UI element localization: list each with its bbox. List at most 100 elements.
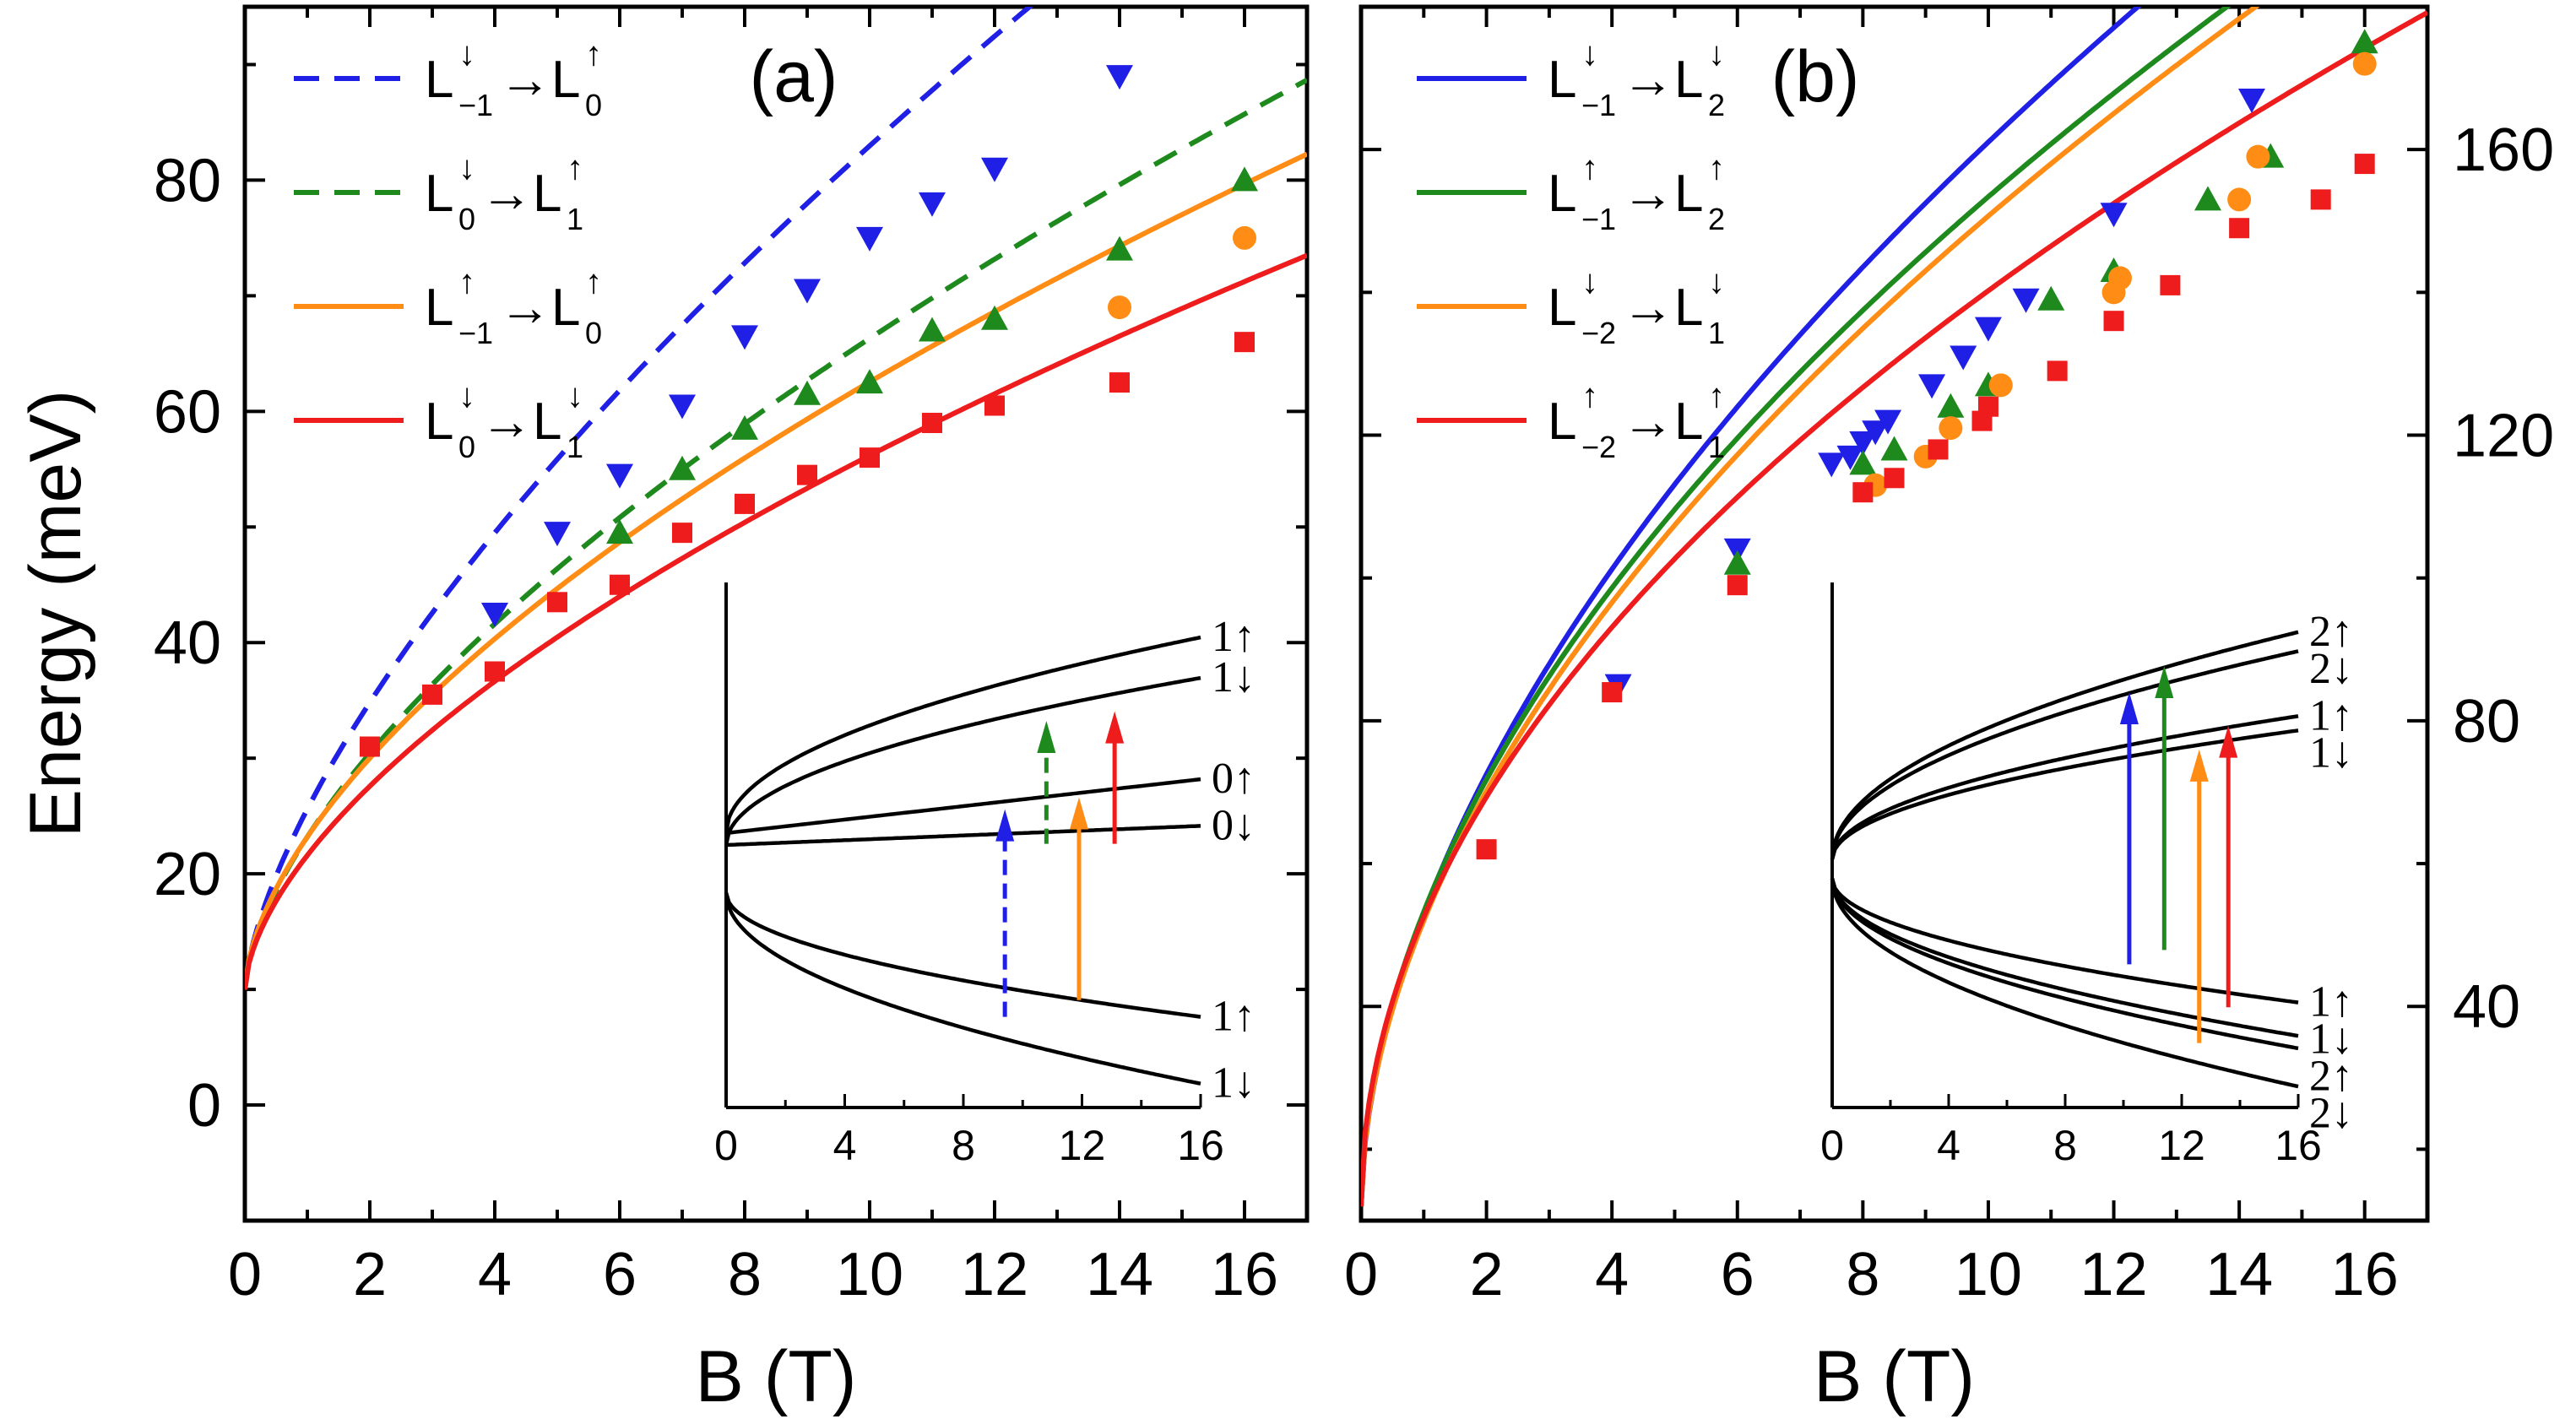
data-point-circle: [1233, 225, 1256, 250]
inset-x-tick-label: 8: [2053, 1122, 2077, 1169]
legend-index-from: −1: [458, 316, 493, 350]
legend-spin-to: ↓: [1708, 263, 1725, 301]
data-point-circle: [1988, 373, 2013, 398]
y-tick-label: 80: [2453, 688, 2520, 756]
data-point-triangle-up: [1231, 166, 1258, 192]
legend-level-to: L: [551, 279, 580, 337]
x-tick-label: 8: [728, 1241, 762, 1308]
data-point-square: [1727, 575, 1748, 596]
data-point-triangle-down: [1918, 374, 1946, 399]
inset-level-curve: [1830, 714, 2299, 860]
inset-level-curve: [724, 635, 1201, 834]
data-point-circle: [1939, 416, 1963, 441]
legend-index-to: 1: [567, 202, 583, 236]
fit-line: [1361, 7, 2142, 1207]
data-point-square: [422, 684, 442, 705]
legend-spin-from: ↓: [458, 149, 475, 187]
inset-x-tick-label: 8: [952, 1122, 975, 1169]
y-tick-label: 120: [2453, 403, 2554, 470]
plot-frame: [242, 4, 1310, 1223]
legend-index-to: 2: [1708, 88, 1725, 122]
data-point-square: [1476, 839, 1497, 860]
x-tick-label: 0: [228, 1241, 262, 1308]
x-tick-label: 4: [478, 1241, 512, 1308]
inset-level-label: 1↑: [1212, 993, 1255, 1041]
inset-level-curve: [1830, 630, 2299, 860]
data-point-circle: [2246, 144, 2270, 169]
legend-index-from: −2: [1581, 430, 1616, 464]
inset-level-curve: [725, 777, 1201, 836]
fit-line: [245, 7, 1033, 990]
data-point-square: [672, 523, 692, 544]
inset-level-curve: [1830, 649, 2299, 860]
data-point-square: [2047, 360, 2068, 382]
inset-level-label: 0↓: [1212, 801, 1255, 849]
data-point-triangle-down: [2100, 203, 2128, 228]
inset-level-label: 2↑: [2309, 608, 2353, 656]
data-point-triangle-down: [2237, 88, 2265, 113]
inset-x-tick-label: 4: [833, 1122, 857, 1169]
legend-spin-to: ↓: [567, 377, 583, 414]
inset-level-label: 0↑: [1212, 755, 1255, 803]
data-point-square: [1234, 332, 1255, 353]
legend-arrow: →: [480, 165, 533, 223]
legend-entry: L ↓0 → L ↑1: [294, 149, 583, 236]
inset-x-tick-label: 16: [2275, 1122, 2322, 1169]
data-point-triangle-up: [2351, 29, 2378, 54]
inset-level-label: 1↓: [2309, 728, 2353, 777]
inset-arrow-head: [2189, 749, 2209, 782]
data-point-square: [2310, 189, 2331, 210]
fit-line: [1361, 7, 2232, 1207]
data-point-square: [735, 493, 755, 514]
legend-spin-from: ↓: [1581, 263, 1598, 301]
legend-level-to: L: [1674, 165, 1703, 223]
legend-spin-to: ↑: [1708, 149, 1725, 187]
legend-level-from: L: [1548, 393, 1576, 451]
inset-level-label: 1↓: [1212, 653, 1255, 701]
x-tick-label: 0: [1344, 1241, 1378, 1308]
legend-level-to: L: [1674, 393, 1703, 451]
inset-level-curve: [1830, 878, 2299, 1051]
x-axis-title: B (T): [695, 1336, 856, 1417]
legend-spin-from: ↑: [1581, 149, 1598, 187]
legend-index-to: 1: [1708, 316, 1725, 350]
data-point-triangle-up: [981, 305, 1008, 330]
x-axis-title: B (T): [1814, 1336, 1975, 1417]
inset-level-curve: [1830, 878, 2299, 1089]
data-point-triangle-down: [544, 522, 571, 547]
legend-index-to: 1: [567, 430, 583, 464]
inset-diagram: 0 4 8 12 162↑2↓1↑1↓1↑1↓2↑2↓: [1820, 582, 2353, 1169]
fit-line: [1361, 7, 2260, 1207]
legend-arrow: →: [1622, 393, 1674, 451]
fit-line: [1361, 10, 2427, 1207]
legend-level-from: L: [425, 165, 453, 223]
x-tick-label: 6: [603, 1241, 637, 1308]
legend-entry: L ↑−1 → L ↑0: [294, 263, 602, 350]
y-tick-label: 40: [2453, 973, 2520, 1041]
inset-arrow-head: [1037, 720, 1056, 753]
legend-spin-from: ↓: [458, 35, 475, 73]
data-point-circle: [1108, 295, 1131, 320]
inset-level-curve: [725, 824, 1201, 848]
legend-spin-to: ↑: [585, 35, 602, 73]
data-point-triangle-down: [794, 279, 821, 304]
data-point-triangle-up: [1880, 436, 1908, 461]
data-point-triangle-up: [606, 519, 633, 544]
inset-arrow-head: [2219, 725, 2238, 758]
legend-level-from: L: [425, 393, 453, 451]
legend-level-to: L: [551, 51, 580, 109]
legend-spin-from: ↓: [458, 377, 475, 414]
legend-level-from: L: [1548, 51, 1576, 109]
data-point-square: [1928, 439, 1949, 460]
data-point-triangle-down: [606, 463, 633, 489]
data-point-square: [2354, 154, 2375, 175]
data-layer: [245, 7, 1307, 990]
legend-entry: L ↑−2 → L ↑1: [1417, 377, 1725, 464]
data-point-triangle-up: [919, 317, 946, 342]
inset-level-label: 1↑: [2309, 691, 2353, 739]
inset-diagram: 0 4 8 12 161↑1↓0↑0↓1↑1↓: [714, 582, 1255, 1169]
y-tick-label: 0: [187, 1072, 221, 1140]
y-tick-label: 160: [2453, 116, 2554, 184]
